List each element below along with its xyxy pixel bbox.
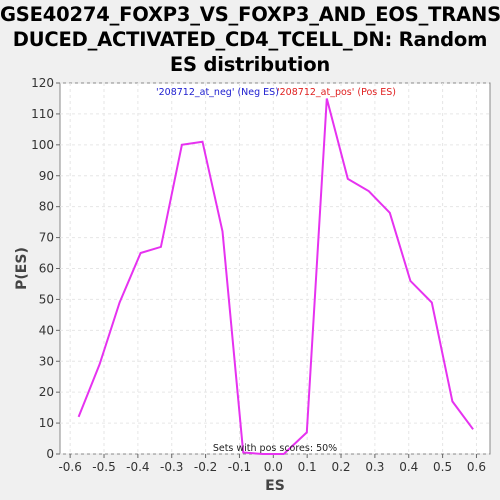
chart-title-line-1: GSE40274_FOXP3_VS_FOXP3_AND_EOS_TRANS <box>0 3 500 26</box>
y-tick-label: 60 <box>39 262 54 276</box>
chart-title-line-3: ES distribution <box>169 53 331 76</box>
y-tick-label: 80 <box>39 200 54 214</box>
pos-score-annotation: Sets with pos scores: 50% <box>213 443 337 454</box>
grid-lines <box>60 82 490 455</box>
legend-neg-label: '208712_at_neg' (Neg ES) <box>156 87 279 98</box>
x-tick-label: -0.6 <box>58 460 81 474</box>
x-tick-label: 0.1 <box>298 460 317 474</box>
x-tick-label: 0.0 <box>264 460 283 474</box>
x-tick-label: -0.1 <box>228 460 251 474</box>
plot-area <box>59 82 491 455</box>
x-tick-label: -0.5 <box>92 460 115 474</box>
x-tick-label: 0.4 <box>399 460 418 474</box>
x-tick-label: 0.3 <box>365 460 384 474</box>
legend-pos-label: '208712_at_pos' (Pos ES) <box>277 87 396 98</box>
axis-ticks: 0 10 20 30 40 50 60 70 80 90 100 110 120 -0.6 -0.5 -0.4… <box>31 76 486 474</box>
y-tick-label: 10 <box>39 416 54 430</box>
y-tick-label: 30 <box>39 354 54 368</box>
y-tick-label: 0 <box>46 447 54 461</box>
y-tick-label: 100 <box>31 138 54 152</box>
series-line <box>77 98 474 455</box>
y-tick-label: 90 <box>39 169 54 183</box>
y-tick-label: 120 <box>31 76 54 90</box>
x-tick-label: 0.6 <box>467 460 486 474</box>
x-axis-label: ES <box>265 478 285 494</box>
x-tick-label: -0.2 <box>194 460 217 474</box>
y-tick-label: 110 <box>31 107 54 121</box>
x-tick-label: -0.4 <box>126 460 149 474</box>
y-axis-label: P(ES) <box>14 247 30 290</box>
x-tick-label: 0.5 <box>433 460 452 474</box>
x-tick-label: 0.2 <box>331 460 350 474</box>
chart-title: GSE40274_FOXP3_VS_FOXP3_AND_EOS_TRANS DU… <box>0 2 500 77</box>
x-tick-label: -0.3 <box>160 460 183 474</box>
y-tick-label: 50 <box>39 292 54 306</box>
y-tick-label: 40 <box>39 323 54 337</box>
y-tick-label: 70 <box>39 231 54 245</box>
chart-title-line-2: DUCED_ACTIVATED_CD4_TCELL_DN: Random <box>12 28 488 51</box>
y-tick-label: 20 <box>39 385 54 399</box>
